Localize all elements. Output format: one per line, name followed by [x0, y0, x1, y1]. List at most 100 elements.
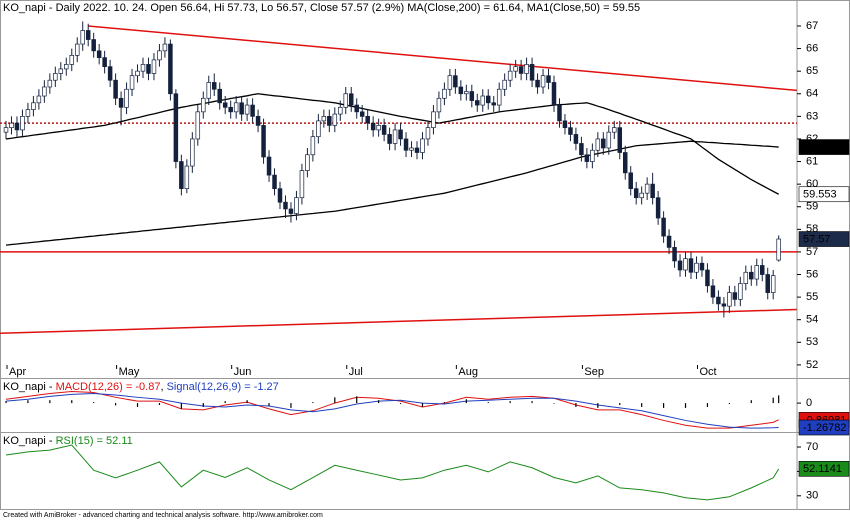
histogram-bar: [356, 396, 358, 404]
histogram-bar: [115, 403, 117, 406]
candle-body: [151, 59, 157, 74]
candle-body: [661, 217, 666, 237]
candle-body: [228, 106, 233, 113]
candle-body: [425, 127, 431, 140]
candle-body: [244, 104, 250, 115]
candle-body: [683, 258, 688, 271]
pane-title: KO_napi - MACD(12,26) = -0.87, Signal(12…: [3, 381, 279, 393]
y-tick-label: 57: [806, 246, 818, 258]
candle-body: [518, 66, 524, 74]
value-box: [798, 139, 850, 155]
footer: Created with AmiBroker - advanced charti…: [3, 512, 323, 519]
candle-body: [409, 147, 414, 151]
histogram-bar: [772, 397, 774, 404]
candle-body: [25, 109, 31, 117]
candle-body: [622, 152, 628, 174]
y-tick-label: 0: [806, 397, 812, 409]
candle-body: [299, 170, 305, 199]
candle-body: [255, 116, 261, 126]
candle-body: [595, 138, 601, 151]
candle-body: [529, 64, 535, 81]
histogram-bar: [71, 400, 73, 404]
candle-body: [381, 125, 387, 135]
candle-body: [305, 154, 310, 171]
histogram-bar: [246, 400, 248, 404]
candle-body: [590, 149, 595, 162]
histogram-bar: [487, 402, 489, 404]
histogram-bar: [399, 403, 402, 405]
candle-body: [74, 43, 80, 56]
y-tick-label: 70: [806, 441, 818, 453]
y-tick-label: 64: [806, 88, 818, 100]
candle-body: [776, 238, 781, 261]
value-box-label: 59.553: [803, 189, 837, 201]
y-tick-label: 52: [806, 359, 818, 371]
candle-body: [612, 127, 617, 133]
candle-body: [376, 125, 381, 131]
pane-title-part: MACD(12,26) = -0.87: [56, 381, 161, 393]
candle-body: [332, 113, 338, 126]
candle-body: [118, 97, 124, 108]
pane-title-part: KO_napi -: [3, 381, 56, 393]
candle-body: [272, 174, 277, 190]
candle-body: [568, 127, 573, 135]
candle-body: [85, 30, 91, 40]
histogram-bar: [750, 400, 752, 404]
candle-body: [540, 75, 546, 88]
x-tick-label: May: [119, 366, 140, 378]
histogram-bar: [663, 403, 665, 408]
candle-body: [157, 50, 162, 61]
candle-body: [179, 161, 184, 190]
candle-body: [480, 95, 486, 106]
candle-body: [716, 296, 721, 305]
candle-body: [601, 138, 606, 149]
candle-body: [524, 64, 529, 74]
x-tick-label: Apr: [9, 366, 26, 378]
candle-body: [20, 116, 25, 131]
value-box-label: 61.6409: [803, 141, 843, 153]
candle-body: [102, 57, 107, 68]
candle-body: [387, 134, 392, 144]
y-tick-label: 65: [806, 65, 818, 77]
candle-body: [36, 95, 42, 104]
candle-body: [650, 183, 655, 199]
candle-body: [464, 91, 469, 95]
candle-body: [9, 122, 14, 129]
y-tick-label: 54: [806, 314, 818, 326]
candle-body: [573, 134, 579, 144]
value-box-label: 52.1141: [803, 463, 842, 475]
candle-body: [535, 79, 540, 88]
candle-body: [447, 75, 453, 90]
candle-body: [365, 116, 370, 124]
candle-body: [414, 147, 420, 153]
y-tick-label: 61: [806, 155, 818, 167]
candle-body: [316, 120, 321, 138]
candle-body: [485, 95, 491, 104]
candle-body: [69, 55, 75, 65]
y-tick-label: 30: [806, 490, 818, 502]
histogram-bar: [158, 403, 161, 406]
candle-body: [584, 154, 590, 162]
chart-title: KO_napi - Daily 2022. 10. 24. Open 56.64…: [3, 2, 640, 14]
histogram-bar: [334, 397, 336, 404]
candle-body: [606, 131, 612, 149]
histogram-bar: [136, 403, 139, 407]
candle-body: [3, 127, 9, 133]
candle-body: [617, 127, 623, 153]
candle-body: [129, 75, 135, 90]
candle-body: [655, 197, 661, 219]
candle-body: [392, 129, 398, 144]
candle-body: [359, 111, 365, 117]
value-box-label: 57.57: [803, 233, 831, 245]
candle-body: [770, 275, 776, 293]
y-tick-label: 67: [806, 20, 818, 32]
candle-body: [327, 116, 332, 126]
candle-body: [754, 265, 760, 280]
histogram-bar: [378, 400, 380, 404]
candle-body: [453, 75, 458, 88]
candle-body: [644, 183, 650, 194]
candle-body: [666, 235, 672, 248]
candle-body: [507, 70, 513, 81]
